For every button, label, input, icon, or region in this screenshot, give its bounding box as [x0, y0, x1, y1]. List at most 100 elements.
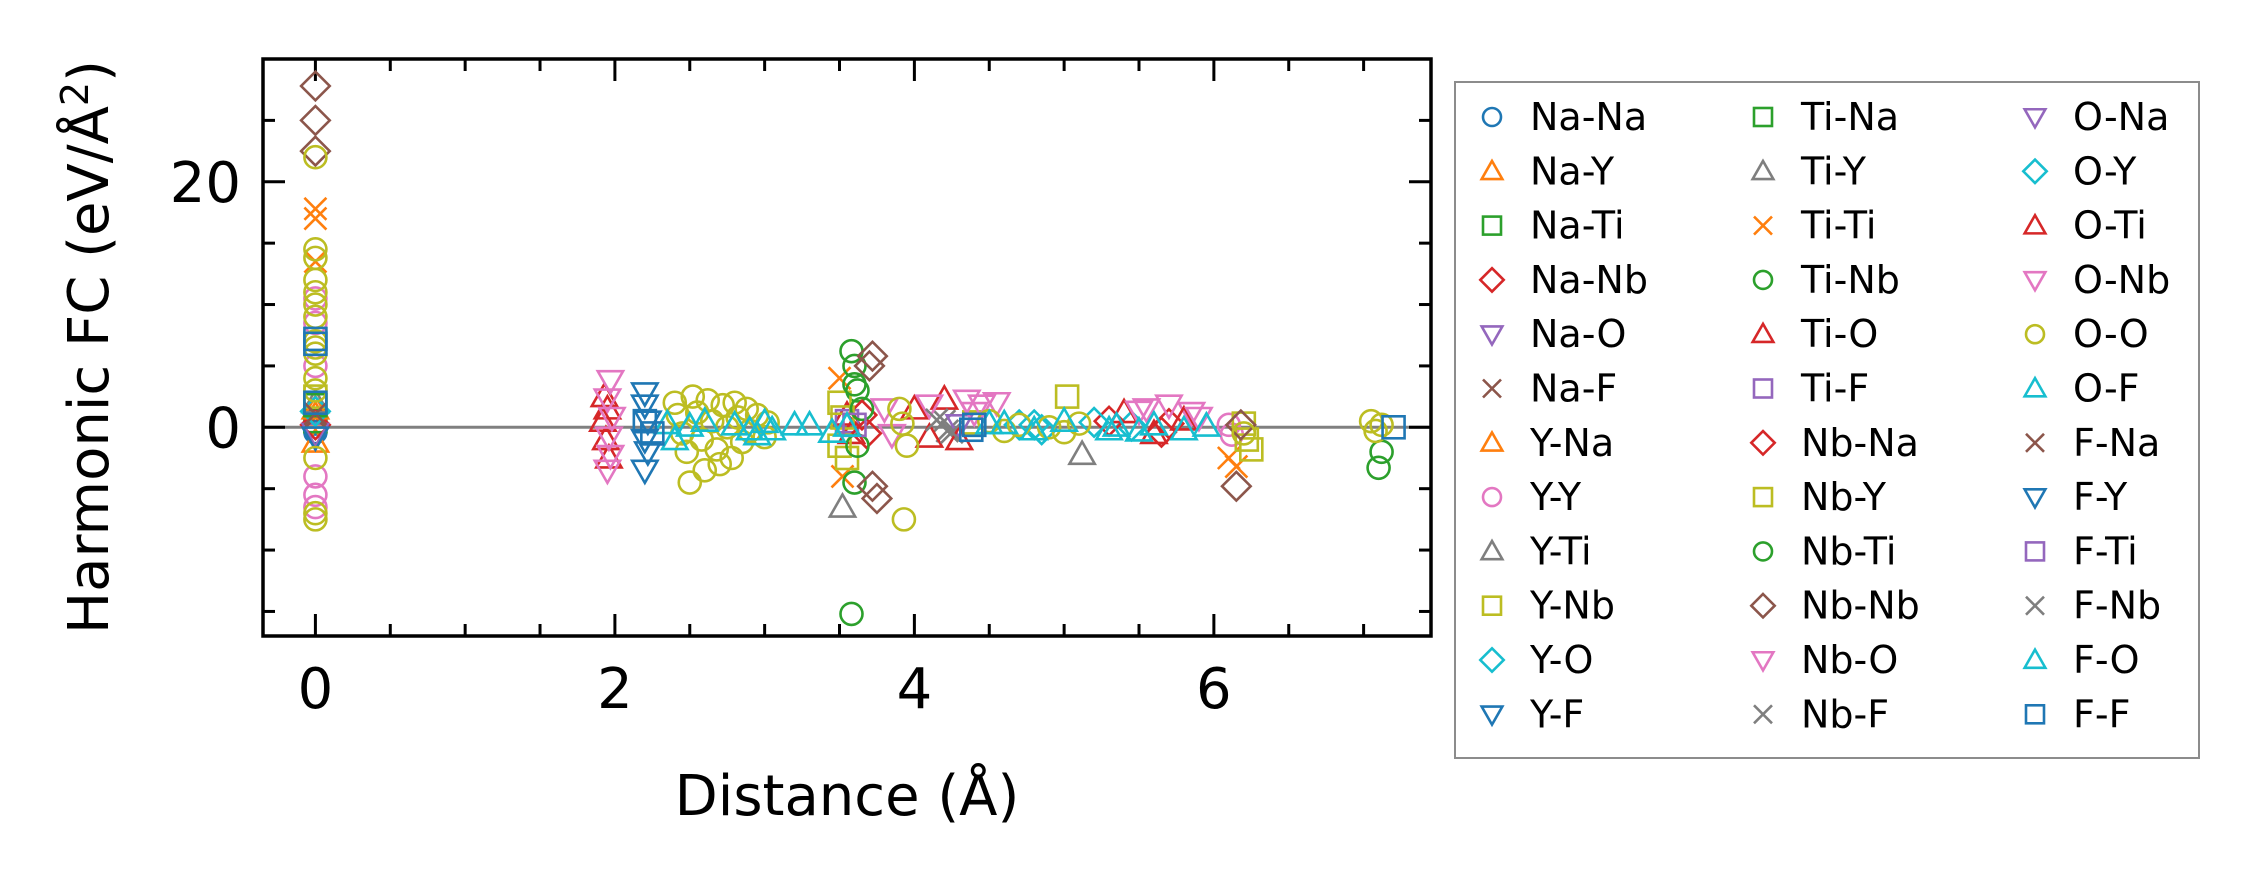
legend-marker-na-na	[1481, 106, 1503, 128]
legend-marker-f-na	[2025, 432, 2045, 453]
legend-marker-o-o	[2024, 323, 2046, 345]
point-o-o	[303, 236, 328, 262]
point-y-o	[299, 395, 332, 428]
point-f-nb	[924, 408, 949, 432]
legend-marker-nb-f	[1753, 704, 1773, 725]
legend-label-na-nb: Na-Nb	[1530, 258, 1648, 302]
point-o-o	[303, 144, 328, 170]
legend-marker-ti-nb	[1752, 269, 1774, 291]
point-o-o	[303, 507, 328, 532]
legend-label-na-f: Na-F	[1530, 367, 1617, 411]
point-f-o	[734, 414, 765, 441]
point-o-ti	[944, 424, 975, 451]
point-o-o	[303, 500, 328, 526]
legend-marker-y-o	[1478, 646, 1506, 674]
legend-marker-ti-o	[1750, 321, 1776, 344]
point-nb-o	[592, 388, 623, 415]
point-o-f	[794, 409, 825, 436]
point-y-y	[303, 464, 328, 489]
legend-label-f-nb: F-Nb	[2073, 584, 2161, 628]
point-f-y	[629, 459, 660, 486]
legend-label-f-o: F-O	[2073, 638, 2140, 682]
point-ti-nb	[839, 601, 864, 627]
legend-label-y-o: Y-O	[1529, 638, 1593, 682]
legend-label-y-f: Y-F	[1529, 692, 1584, 736]
legend-marker-y-nb	[1481, 595, 1503, 617]
legend-marker-nb-y	[1752, 486, 1774, 508]
point-ti-nb	[842, 470, 867, 495]
point-o-o	[887, 396, 912, 422]
legend-label-f-ti: F-Ti	[2073, 529, 2138, 573]
point-nb-nb	[1220, 470, 1253, 503]
point-nb-o	[1154, 394, 1184, 421]
point-nb-nb	[856, 339, 889, 373]
legend-marker-y-f	[1479, 705, 1505, 728]
point-ti-nb	[1369, 439, 1394, 465]
legend-label-o-nb: O-Nb	[2073, 258, 2170, 302]
point-ti-nb	[842, 353, 867, 379]
x-tick-label: 2	[597, 657, 633, 722]
y-tick-label: 0	[205, 396, 241, 461]
legend-marker-o-nb	[2022, 270, 2048, 293]
point-o-o	[674, 439, 700, 465]
point-f-o	[1094, 414, 1124, 441]
point-o-o	[1036, 414, 1062, 440]
point-o-f	[1191, 410, 1222, 437]
point-y-f	[300, 426, 331, 453]
y-axis-title-end: )	[57, 60, 122, 82]
point-nb-o	[966, 394, 997, 421]
legend: Na-Na Na-Y Na-Ti Na-Nb Na-O Na-F Y-Na Y-Y Y-Ti Y-…	[1478, 95, 2170, 736]
point-o-o	[303, 267, 328, 293]
legend-label-ti-o: Ti-O	[1800, 312, 1878, 356]
point-f-f	[958, 417, 984, 443]
point-nb-o	[595, 369, 626, 396]
legend-label-na-y: Na-Y	[1530, 149, 1615, 193]
point-o-o	[677, 470, 703, 495]
point-f-o	[674, 410, 705, 437]
point-f-f	[640, 421, 665, 446]
x-tick-label: 4	[897, 657, 933, 722]
point-o-f	[719, 409, 750, 436]
legend-label-na-o: Na-O	[1530, 312, 1626, 356]
legend-label-o-o: O-O	[2073, 312, 2149, 356]
point-f-f	[303, 331, 328, 357]
point-o-f	[757, 414, 788, 441]
point-nb-y	[1239, 437, 1264, 462]
legend-marker-o-y	[2021, 157, 2049, 185]
point-f-o	[832, 410, 862, 437]
legend-marker-nb-na	[1749, 429, 1777, 457]
legend-label-nb-f: Nb-F	[1801, 692, 1889, 736]
plot-frame	[261, 57, 1433, 638]
point-o-o	[303, 365, 328, 391]
legend-marker-y-na	[1479, 429, 1505, 452]
legend-label-ti-f: Ti-F	[1800, 367, 1869, 411]
legend-marker-f-f	[2024, 703, 2046, 725]
y-axis-title-superscript: 2	[53, 82, 97, 106]
legend-marker-na-o	[1479, 325, 1505, 348]
point-ti-nb	[1366, 455, 1391, 481]
point-o-o	[707, 451, 733, 477]
point-y-y	[303, 482, 328, 508]
point-y-y	[303, 286, 328, 311]
point-f-f	[961, 412, 987, 438]
point-o-f	[1101, 410, 1132, 437]
point-o-nb	[1124, 400, 1154, 427]
point-nb-y	[827, 390, 852, 416]
legend-marker-na-ti	[1481, 215, 1503, 236]
major-ticks	[263, 59, 1431, 636]
point-ti-ti	[303, 206, 328, 231]
legend-label-na-na: Na-Na	[1530, 95, 1647, 139]
point-o-f	[659, 424, 690, 451]
legend-marker-o-ti	[2022, 212, 2048, 235]
point-o-ti	[929, 383, 960, 410]
point-nb-nb	[1224, 408, 1257, 441]
legend-frame	[1454, 81, 2200, 759]
x-tick-label: 6	[1196, 657, 1232, 722]
point-o-ti	[899, 393, 930, 420]
point-nb-nb	[853, 349, 886, 383]
legend-label-nb-ti: Nb-Ti	[1801, 529, 1896, 573]
point-ti-y	[1067, 439, 1097, 466]
point-f-y	[629, 394, 660, 421]
legend-label-y-nb: Y-Nb	[1529, 584, 1615, 628]
point-o-f	[1019, 414, 1050, 441]
